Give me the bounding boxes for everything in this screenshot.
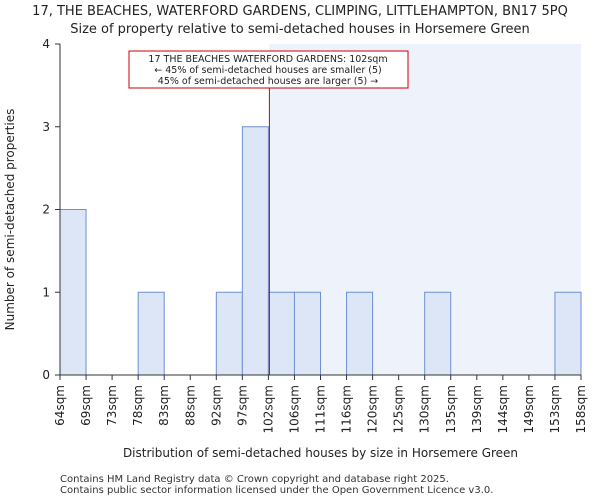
x-tick-label: 106sqm bbox=[287, 385, 301, 433]
y-tick-label: 2 bbox=[42, 203, 50, 217]
x-tick-label: 153sqm bbox=[548, 385, 562, 433]
footer-copyright: Contains HM Land Registry data © Crown c… bbox=[60, 474, 449, 485]
histogram-bar bbox=[59, 209, 87, 376]
x-axis-title: Distribution of semi-detached houses by … bbox=[123, 446, 518, 460]
x-tick-label: 83sqm bbox=[157, 385, 171, 426]
histogram-bar bbox=[554, 291, 582, 376]
y-tick-label: 3 bbox=[42, 120, 50, 134]
y-tick-label: 4 bbox=[42, 37, 50, 51]
x-tick-label: 139sqm bbox=[470, 385, 484, 433]
x-tick-label: 130sqm bbox=[418, 385, 432, 433]
histogram-bar bbox=[346, 291, 374, 376]
annotation-line: ← 45% of semi-detached houses are smalle… bbox=[154, 65, 382, 76]
histogram-bar bbox=[424, 291, 452, 376]
x-tick-label: 144sqm bbox=[496, 385, 510, 433]
x-tick-label: 69sqm bbox=[79, 385, 93, 426]
chart-title: 17, THE BEACHES, WATERFORD GARDENS, CLIM… bbox=[32, 4, 568, 19]
x-tick-label: 102sqm bbox=[261, 385, 275, 433]
x-tick-label: 88sqm bbox=[183, 385, 197, 426]
x-tick-label: 78sqm bbox=[131, 385, 145, 426]
annotation-box bbox=[128, 50, 409, 89]
annotation-line: 45% of semi-detached houses are larger (… bbox=[158, 76, 378, 87]
histogram-bar bbox=[137, 291, 165, 376]
x-tick-label: 135sqm bbox=[444, 385, 458, 433]
y-axis-title: Number of semi-detached properties bbox=[3, 109, 17, 331]
x-tick-label: 158sqm bbox=[574, 385, 588, 433]
chart-subtitle: Size of property relative to semi-detach… bbox=[70, 22, 530, 37]
annotation-line: 17 THE BEACHES WATERFORD GARDENS: 102sqm bbox=[148, 54, 387, 65]
x-tick-label: 92sqm bbox=[209, 385, 223, 426]
x-tick-label: 73sqm bbox=[105, 385, 119, 426]
x-tick-label: 111sqm bbox=[314, 385, 328, 433]
x-tick-label: 125sqm bbox=[392, 385, 406, 433]
footer-licence: Contains public sector information licen… bbox=[60, 485, 494, 496]
x-tick-label: 149sqm bbox=[522, 385, 536, 433]
x-tick-label: 97sqm bbox=[235, 385, 249, 426]
histogram-bar bbox=[241, 126, 269, 376]
x-tick-label: 116sqm bbox=[340, 385, 354, 433]
y-tick-label: 1 bbox=[42, 285, 50, 299]
x-tick-label: 64sqm bbox=[53, 385, 67, 426]
histogram-bar bbox=[267, 291, 295, 376]
histogram-bar bbox=[293, 291, 322, 376]
histogram-bar bbox=[215, 291, 243, 376]
x-tick-label: 120sqm bbox=[366, 385, 380, 433]
y-tick-label: 0 bbox=[42, 368, 50, 382]
